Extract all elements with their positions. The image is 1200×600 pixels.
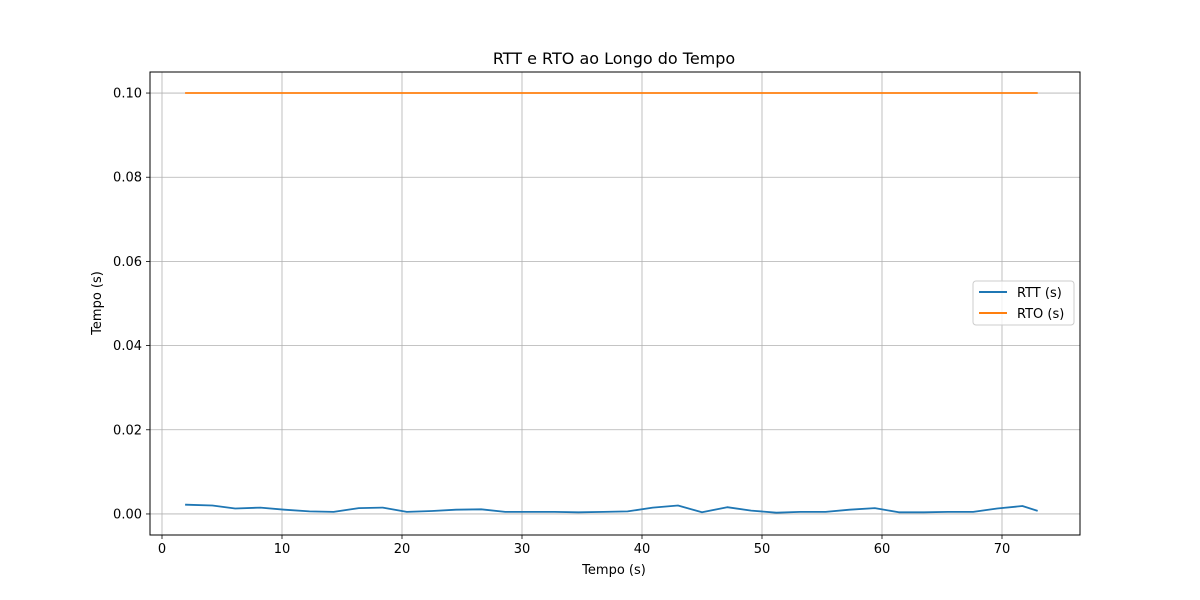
legend: RTT (s) RTO (s): [972, 280, 1075, 326]
x-axis-label: Tempo (s): [581, 563, 646, 578]
y-tick-label: 0.02: [113, 423, 142, 438]
series-line-rtt: [185, 503, 1038, 514]
grid: [150, 72, 1080, 535]
chart-title: RTT e RTO ao Longo do Tempo: [493, 49, 735, 68]
x-tick-label: 40: [634, 542, 651, 557]
x-tick-label: 60: [874, 542, 891, 557]
x-tick-label: 10: [274, 542, 291, 557]
y-tick-label: 0.08: [113, 171, 142, 186]
x-tick-label: 30: [514, 542, 531, 557]
y-tick-label: 0.06: [113, 255, 142, 270]
legend-label-rtt: RTT (s): [1017, 286, 1062, 301]
plot-frame: [149, 71, 1081, 536]
y-tick-label: 0.10: [113, 87, 142, 102]
legend-label-rto: RTO (s): [1017, 307, 1064, 322]
x-tick-label: 70: [994, 542, 1011, 557]
y-tick-label: 0.00: [113, 507, 142, 522]
x-tick-label: 20: [394, 542, 411, 557]
series-layer: [185, 92, 1038, 514]
y-axis-label: Tempo (s): [90, 271, 105, 336]
ticks: 0 10 20 30 40 50 60 70 0.00 0.02 0.04 0.06 0.08 0.10: [113, 87, 1010, 557]
y-tick-label: 0.04: [113, 339, 142, 354]
x-tick-label: 50: [754, 542, 771, 557]
x-tick-label: 0: [158, 542, 166, 557]
